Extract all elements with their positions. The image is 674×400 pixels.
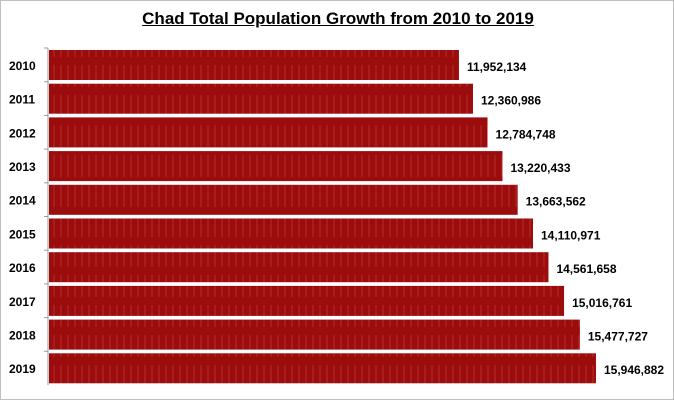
data-label: 12,784,748: [496, 127, 556, 141]
data-label: 15,016,761: [572, 296, 632, 310]
bar-2013: [49, 151, 503, 182]
bar-2019: [49, 353, 596, 384]
bar-2012: [49, 117, 488, 148]
chart-title: Chad Total Population Growth from 2010 t…: [142, 9, 534, 28]
data-label: 14,561,658: [556, 262, 616, 276]
bar-2011: [49, 83, 473, 114]
data-label: 12,360,986: [481, 94, 541, 108]
data-label: 11,952,134: [467, 60, 527, 74]
category-label: 2016: [9, 261, 36, 275]
category-label: 2018: [9, 328, 36, 342]
category-label: 2010: [9, 59, 36, 73]
data-label: 15,477,727: [588, 329, 648, 343]
data-label: 13,220,433: [510, 161, 570, 175]
data-label: 13,663,562: [526, 195, 586, 209]
bar-2018: [49, 319, 580, 350]
bar-2015: [49, 218, 534, 249]
data-label: 15,946,882: [604, 363, 664, 377]
category-label: 2012: [9, 126, 36, 140]
category-label: 2011: [9, 93, 35, 107]
bar-2014: [49, 184, 518, 215]
bar-2016: [49, 252, 549, 283]
category-label: 2017: [9, 295, 36, 309]
category-label: 2014: [9, 194, 36, 208]
category-label: 2019: [9, 362, 36, 376]
bar-2017: [49, 285, 565, 316]
data-label: 14,110,971: [541, 228, 601, 242]
category-label: 2015: [9, 227, 36, 241]
category-label: 2013: [9, 160, 36, 174]
bar-2010: [49, 50, 459, 80]
